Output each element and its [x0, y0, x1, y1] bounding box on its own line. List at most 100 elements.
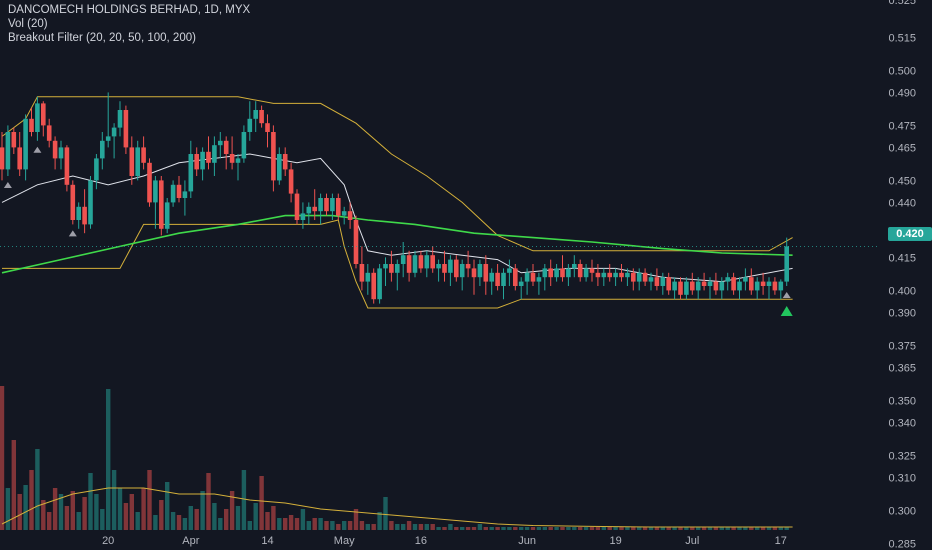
volume-bar [247, 521, 252, 530]
volume-bar [424, 524, 429, 530]
volume-bar [41, 500, 46, 530]
candle-body [153, 180, 158, 203]
volume-bar [648, 527, 654, 530]
candle-body [17, 147, 22, 170]
candle-body [94, 158, 99, 181]
volume-bar [772, 527, 778, 530]
volume-bar [519, 527, 524, 530]
candle-body [784, 246, 789, 282]
candle-body [619, 272, 624, 278]
volume-bar [200, 491, 205, 530]
volume-bar [725, 527, 730, 530]
x-tick-label: May [334, 535, 355, 547]
volume-bar [495, 527, 500, 530]
volume-bar [342, 521, 347, 530]
y-tick-label: 0.365 [888, 362, 916, 374]
candle-body [654, 277, 660, 286]
candle-body [760, 281, 766, 286]
volume-bar [678, 527, 683, 530]
candle-body [737, 281, 742, 291]
volume-bar [353, 509, 359, 530]
candle-body [495, 272, 500, 286]
volume-bar [690, 527, 695, 530]
candle-body [29, 118, 34, 132]
volume-bar [277, 518, 282, 530]
candle-body [530, 272, 536, 282]
volume-bar [548, 527, 553, 530]
volume-bar [383, 497, 388, 530]
candle-body [465, 264, 471, 269]
candle-body [524, 272, 530, 282]
volume-bar [749, 527, 754, 530]
x-tick-label: Jul [685, 535, 699, 547]
volume-bar [731, 527, 736, 530]
volume-bar [224, 509, 229, 530]
x-tick-label: 14 [261, 535, 273, 547]
volume-bar [436, 527, 441, 530]
symbol-title[interactable]: DANCOMECH HOLDINGS BERHAD, 1D, MYX [8, 4, 251, 16]
volume-bar [336, 524, 341, 530]
volume-bar [271, 506, 276, 530]
volume-bar [294, 518, 300, 530]
volume-bar [578, 527, 583, 530]
volume-bar [165, 482, 170, 530]
volume-bar [170, 512, 176, 530]
volume-bar [300, 509, 306, 530]
volume-bar [106, 389, 111, 530]
candle-body [507, 268, 512, 273]
volume-bar [489, 527, 494, 530]
volume-bar [377, 512, 382, 530]
volume-bar [589, 527, 595, 530]
candle-body [666, 277, 671, 291]
volume-bar [483, 527, 488, 530]
volume-bar [218, 518, 223, 530]
y-tick-label: 0.340 [888, 417, 916, 429]
volume-bar [194, 509, 199, 530]
volume-bar [613, 527, 618, 530]
volume-bar [607, 527, 612, 530]
candle-body [395, 264, 400, 273]
volume-bar [371, 524, 376, 530]
volume-bar [235, 506, 241, 530]
candle-body [229, 154, 235, 163]
candle-body [471, 268, 477, 278]
x-tick-label: Apr [182, 535, 199, 547]
candle-body [82, 206, 87, 225]
volume-bar [0, 386, 5, 530]
breakout-filter-label[interactable]: Breakout Filter (20, 20, 50, 100, 200) [8, 32, 196, 44]
candle-body [100, 140, 105, 159]
volume-bar [460, 527, 465, 530]
volume-bar [530, 527, 536, 530]
volume-bar [141, 488, 146, 530]
volume-indicator-label[interactable]: Vol (20) [8, 18, 48, 30]
volume-bar [253, 503, 258, 530]
volume-bar [176, 515, 182, 530]
candle-body [341, 211, 347, 216]
candle-body [105, 136, 111, 141]
volume-bar [536, 527, 542, 530]
candle-body [489, 272, 494, 282]
candle-body [35, 103, 40, 132]
candle-body [0, 147, 5, 170]
volume-bar [11, 440, 16, 530]
breakout-marker [782, 292, 791, 298]
candle-body [235, 158, 241, 163]
volume-bar [206, 473, 211, 530]
candle-body [117, 110, 123, 128]
candle-body [353, 220, 359, 264]
volume-bar [524, 527, 530, 530]
volume-bar [454, 527, 459, 530]
candle-body [324, 198, 329, 212]
volume-bar [713, 527, 719, 530]
y-tick-label: 0.310 [888, 472, 916, 484]
volume-bar [265, 512, 270, 530]
candle-body [271, 132, 276, 181]
y-tick-label: 0.325 [888, 450, 916, 462]
volume-bar [312, 518, 317, 530]
candle-body [518, 281, 524, 286]
volume-bar [52, 488, 58, 530]
candle-body [636, 272, 642, 282]
candle-body [318, 198, 323, 212]
candle-body [218, 140, 223, 146]
